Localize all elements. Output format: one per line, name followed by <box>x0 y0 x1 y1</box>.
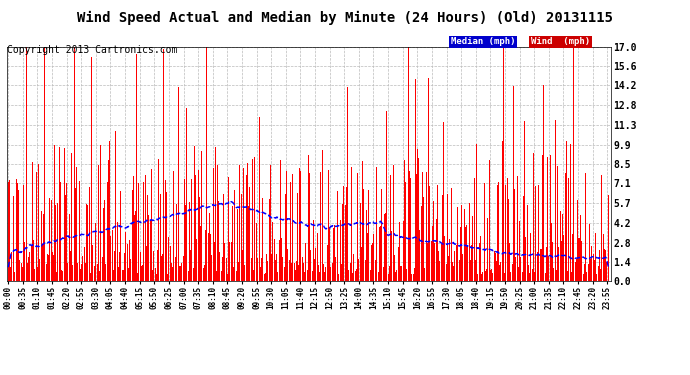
Text: Wind Speed Actual and Median by Minute (24 Hours) (Old) 20131115: Wind Speed Actual and Median by Minute (… <box>77 11 613 26</box>
Text: Median (mph): Median (mph) <box>451 38 515 46</box>
Text: Wind  (mph): Wind (mph) <box>531 38 590 46</box>
Text: Copyright 2013 Cartronics.com: Copyright 2013 Cartronics.com <box>7 45 177 55</box>
